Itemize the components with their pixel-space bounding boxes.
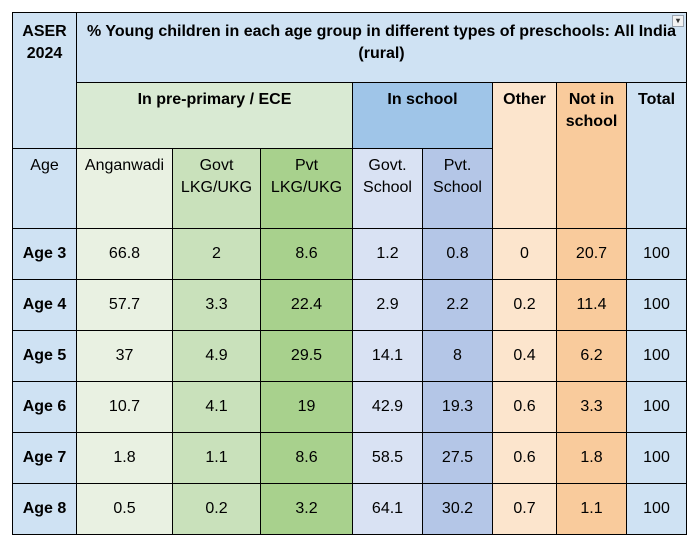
row-label-age[interactable]: Age 4 [12, 279, 77, 331]
cell-other[interactable]: 0.6 [492, 432, 557, 484]
cell-anganwadi[interactable]: 10.7 [76, 381, 173, 433]
cell-govt-lkg-ukg[interactable]: 2 [172, 228, 261, 280]
table-row: Age 3 66.8 2 8.6 1.2 0.8 0 20.7 100 [12, 228, 688, 280]
cell-not-in-school[interactable]: 11.4 [556, 279, 627, 331]
row-label-age[interactable]: Age 6 [12, 381, 77, 433]
cell-govt-lkg-ukg[interactable]: 4.9 [172, 330, 261, 382]
cell-total[interactable]: 100 [625, 279, 688, 331]
preschool-table: ASER 2024 % Young children in each age g… [12, 12, 688, 535]
cell-not-in-school[interactable]: 3.3 [556, 381, 627, 433]
cell-anganwadi[interactable]: 37 [76, 330, 173, 382]
cell-pvt-school[interactable]: 27.5 [422, 432, 493, 484]
cell-pvt-school[interactable]: 30.2 [422, 483, 493, 535]
group-other[interactable]: Other [492, 82, 557, 229]
cell-total[interactable]: 100 [625, 330, 688, 382]
cell-govt-lkg-ukg[interactable]: 3.3 [172, 279, 261, 331]
cell-pvt-school[interactable]: 8 [422, 330, 493, 382]
cell-anganwadi[interactable]: 66.8 [76, 228, 173, 280]
cell-govt-school[interactable]: 64.1 [352, 483, 423, 535]
row-label-age[interactable]: Age 7 [12, 432, 77, 484]
group-in-school[interactable]: In school [352, 82, 493, 149]
subheader-anganwadi[interactable]: Anganwadi [76, 148, 173, 229]
cell-other[interactable]: 0.7 [492, 483, 557, 535]
cell-govt-school[interactable]: 1.2 [352, 228, 423, 280]
cell-not-in-school[interactable]: 20.7 [556, 228, 627, 280]
corner-cell[interactable]: ASER 2024 [12, 12, 77, 149]
group-total[interactable]: Total [625, 82, 688, 229]
cell-other[interactable]: 0 [492, 228, 557, 280]
cell-govt-lkg-ukg[interactable]: 4.1 [172, 381, 261, 433]
cell-govt-lkg-ukg[interactable]: 0.2 [172, 483, 261, 535]
cell-not-in-school[interactable]: 1.8 [556, 432, 627, 484]
cell-anganwadi[interactable]: 0.5 [76, 483, 173, 535]
table-row: Age 8 0.5 0.2 3.2 64.1 30.2 0.7 1.1 100 [12, 483, 688, 535]
cell-pvt-school[interactable]: 0.8 [422, 228, 493, 280]
cell-total[interactable]: 100 [625, 432, 688, 484]
row-label-age[interactable]: Age 3 [12, 228, 77, 280]
cell-govt-school[interactable]: 2.9 [352, 279, 423, 331]
table-row: Age 4 57.7 3.3 22.4 2.9 2.2 0.2 11.4 100 [12, 279, 688, 331]
group-preprimary[interactable]: In pre-primary / ECE [76, 82, 353, 149]
cell-pvt-lkg-ukg[interactable]: 22.4 [260, 279, 353, 331]
cell-total[interactable]: 100 [625, 483, 688, 535]
filter-dropdown-icon[interactable]: ▾ [672, 15, 685, 27]
subheader-pvt-school[interactable]: Pvt. School [422, 148, 493, 229]
cell-pvt-lkg-ukg[interactable]: 29.5 [260, 330, 353, 382]
group-not-in-school[interactable]: Not in school [556, 82, 627, 229]
cell-pvt-lkg-ukg[interactable]: 8.6 [260, 432, 353, 484]
table-row: Age 6 10.7 4.1 19 42.9 19.3 0.6 3.3 100 [12, 381, 688, 433]
cell-pvt-school[interactable]: 19.3 [422, 381, 493, 433]
table-row: Age 7 1.8 1.1 8.6 58.5 27.5 0.6 1.8 100 [12, 432, 688, 484]
table-title[interactable]: % Young children in each age group in di… [75, 12, 688, 83]
cell-pvt-school[interactable]: 2.2 [422, 279, 493, 331]
cell-not-in-school[interactable]: 1.1 [556, 483, 627, 535]
cell-govt-lkg-ukg[interactable]: 1.1 [172, 432, 261, 484]
subheader-pvt-lkg-ukg[interactable]: Pvt LKG/UKG [260, 148, 353, 229]
cell-govt-school[interactable]: 58.5 [352, 432, 423, 484]
cell-total[interactable]: 100 [625, 381, 688, 433]
subheader-govt-school[interactable]: Govt. School [352, 148, 423, 229]
cell-not-in-school[interactable]: 6.2 [556, 330, 627, 382]
cell-other[interactable]: 0.4 [492, 330, 557, 382]
row-label-age[interactable]: Age 5 [12, 330, 77, 382]
cell-pvt-lkg-ukg[interactable]: 3.2 [260, 483, 353, 535]
cell-pvt-lkg-ukg[interactable]: 19 [260, 381, 353, 433]
cell-anganwadi[interactable]: 1.8 [76, 432, 173, 484]
row-label-age[interactable]: Age 8 [12, 483, 77, 535]
table-row: Age 5 37 4.9 29.5 14.1 8 0.4 6.2 100 [12, 330, 688, 382]
cell-total[interactable]: 100 [625, 228, 688, 280]
cell-pvt-lkg-ukg[interactable]: 8.6 [260, 228, 353, 280]
cell-govt-school[interactable]: 14.1 [352, 330, 423, 382]
cell-other[interactable]: 0.2 [492, 279, 557, 331]
subheader-age[interactable]: Age [12, 148, 77, 229]
cell-other[interactable]: 0.6 [492, 381, 557, 433]
subheader-govt-lkg-ukg[interactable]: Govt LKG/UKG [172, 148, 261, 229]
cell-anganwadi[interactable]: 57.7 [76, 279, 173, 331]
cell-govt-school[interactable]: 42.9 [352, 381, 423, 433]
table-title-text: % Young children in each age group in di… [86, 23, 677, 62]
